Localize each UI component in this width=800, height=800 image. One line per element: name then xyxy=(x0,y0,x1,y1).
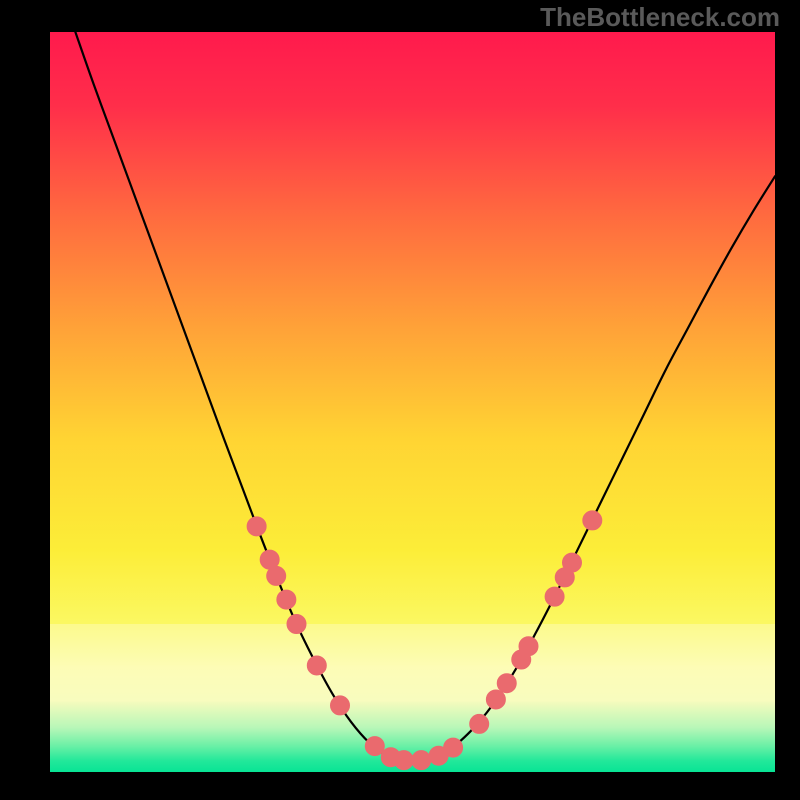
data-marker xyxy=(486,690,505,709)
data-marker xyxy=(365,737,384,756)
data-marker xyxy=(545,587,564,606)
bottleneck-curve-chart xyxy=(50,32,775,772)
data-marker xyxy=(307,656,326,675)
data-marker xyxy=(497,674,516,693)
pale-band xyxy=(50,624,775,702)
data-marker xyxy=(287,615,306,634)
data-marker xyxy=(444,738,463,757)
data-marker xyxy=(583,511,602,530)
data-marker xyxy=(267,566,286,585)
frame-border-left xyxy=(0,0,50,800)
frame-border-bottom xyxy=(0,772,800,800)
data-marker xyxy=(470,714,489,733)
data-marker xyxy=(412,751,431,770)
data-marker xyxy=(563,553,582,572)
data-marker xyxy=(247,517,266,536)
chart-plot-area xyxy=(50,32,775,772)
frame-border-right xyxy=(775,0,800,800)
data-marker xyxy=(331,696,350,715)
watermark-text: TheBottleneck.com xyxy=(540,2,780,33)
data-marker xyxy=(277,590,296,609)
data-marker xyxy=(519,637,538,656)
data-marker xyxy=(394,751,413,770)
